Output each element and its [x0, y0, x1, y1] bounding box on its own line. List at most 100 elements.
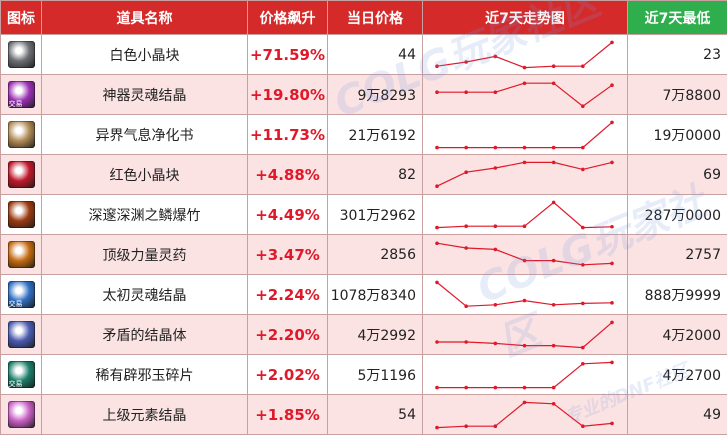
red-crystal-icon: [8, 161, 35, 188]
trend-point: [494, 54, 498, 58]
current-price: 301万2962: [328, 195, 423, 235]
trend-point: [464, 170, 468, 174]
trend-sparkline: [423, 236, 626, 274]
trend-line: [437, 202, 612, 227]
trend-point: [552, 200, 556, 204]
trend-point: [581, 301, 585, 305]
item-name: 神器灵魂结晶: [42, 75, 248, 115]
trend-sparkline: [423, 36, 626, 74]
trend-point: [610, 40, 614, 44]
trend-point: [581, 225, 585, 229]
trend-chart: [423, 75, 628, 115]
trend-point: [435, 90, 439, 94]
trend-chart: [423, 395, 628, 435]
abyss-firecracker-icon: [8, 201, 35, 228]
trend-point: [523, 343, 527, 347]
week-low-price: 23: [628, 35, 727, 75]
trend-point: [581, 345, 585, 349]
price-change: +4.49%: [248, 195, 328, 235]
current-price: 4万2992: [328, 315, 423, 355]
item-name: 白色小晶块: [42, 35, 248, 75]
current-price: 5万1196: [328, 355, 423, 395]
week-low-price: 287万0000: [628, 195, 727, 235]
current-price: 9万8293: [328, 75, 423, 115]
price-change: +11.73%: [248, 115, 328, 155]
price-change: +1.85%: [248, 395, 328, 435]
trade-badge: 交易: [9, 100, 23, 108]
trend-chart: [423, 315, 628, 355]
trend-point: [435, 385, 439, 389]
header-icon: 图标: [1, 1, 42, 35]
trend-point: [464, 246, 468, 250]
trend-chart: [423, 235, 628, 275]
trend-line: [437, 42, 612, 67]
trend-point: [581, 145, 585, 149]
primordial-soul-crystal-icon: 交易: [8, 281, 35, 308]
contradiction-crystal-icon: [8, 321, 35, 348]
trend-point: [464, 340, 468, 344]
trend-point: [494, 224, 498, 228]
trend-point: [435, 64, 439, 68]
trend-sparkline: [423, 316, 626, 354]
trend-point: [494, 341, 498, 345]
trend-point: [581, 104, 585, 108]
purification-book-icon: [8, 121, 35, 148]
trend-point: [523, 160, 527, 164]
trend-sparkline: [423, 116, 626, 154]
trend-point: [494, 145, 498, 149]
trend-point: [464, 60, 468, 64]
icon-cell: [1, 35, 42, 75]
icon-cell: [1, 195, 42, 235]
price-change: +71.59%: [248, 35, 328, 75]
trend-point: [610, 421, 614, 425]
icon-cell: [1, 235, 42, 275]
trend-chart: [423, 355, 628, 395]
header-trend: 近7天走势图: [423, 1, 628, 35]
rare-jade-fragment-icon: 交易: [8, 361, 35, 388]
current-price: 1078万8340: [328, 275, 423, 315]
trend-sparkline: [423, 396, 626, 434]
icon-cell: [1, 155, 42, 195]
trend-point: [464, 424, 468, 428]
header-name: 道具名称: [42, 1, 248, 35]
icon-cell: 交易: [1, 275, 42, 315]
trend-point: [552, 343, 556, 347]
trend-point: [464, 385, 468, 389]
current-price: 44: [328, 35, 423, 75]
trend-point: [552, 81, 556, 85]
trend-point: [494, 166, 498, 170]
trend-point: [581, 64, 585, 68]
trend-point: [610, 360, 614, 364]
week-low-price: 2757: [628, 235, 727, 275]
trend-chart: [423, 155, 628, 195]
trend-point: [435, 225, 439, 229]
item-name: 矛盾的结晶体: [42, 315, 248, 355]
week-low-price: 19万0000: [628, 115, 727, 155]
current-price: 2856: [328, 235, 423, 275]
trend-sparkline: [423, 156, 626, 194]
trend-point: [435, 280, 439, 284]
icon-cell: 交易: [1, 355, 42, 395]
trend-point: [610, 301, 614, 305]
trend-point: [494, 303, 498, 307]
trend-point: [610, 320, 614, 324]
trend-line: [437, 282, 612, 306]
header-low: 近7天最低: [628, 1, 727, 35]
trend-point: [523, 65, 527, 69]
trend-line: [437, 402, 612, 427]
trend-sparkline: [423, 356, 626, 394]
trade-badge: 交易: [9, 300, 23, 308]
trend-point: [552, 145, 556, 149]
header-row: 图标 道具名称 价格飙升 当日价格 近7天走势图 近7天最低: [1, 1, 727, 35]
trend-point: [610, 261, 614, 265]
trend-point: [581, 167, 585, 171]
trend-sparkline: [423, 196, 626, 234]
trend-chart: [423, 35, 628, 75]
trend-point: [494, 385, 498, 389]
trend-point: [435, 241, 439, 245]
